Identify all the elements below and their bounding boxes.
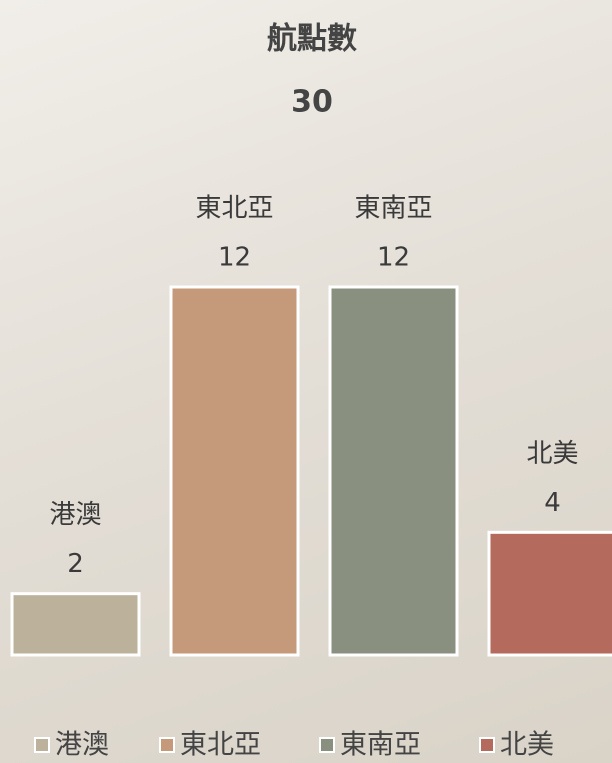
legend-label: 北美: [500, 730, 554, 761]
legend-swatch: [319, 737, 335, 753]
value-label: 12: [377, 243, 410, 273]
legend-label: 東南亞: [340, 730, 421, 761]
bar: [10, 592, 141, 657]
category-label: 東南亞: [354, 194, 432, 224]
chart-subtitle: 30: [291, 85, 333, 120]
value-label: 2: [67, 549, 84, 579]
chart-title: 航點數: [267, 22, 357, 57]
bar: [487, 530, 612, 657]
category-label: 北美: [526, 439, 578, 469]
bar: [328, 285, 459, 657]
legend-label: 東北亞: [180, 730, 261, 761]
legend-swatch: [159, 737, 175, 753]
value-label: 12: [218, 243, 251, 273]
bar: [169, 285, 300, 657]
category-label: 港澳: [49, 500, 101, 530]
legend-swatch: [34, 737, 50, 753]
legend-swatch: [479, 737, 495, 753]
value-label: 4: [544, 488, 561, 518]
legend-label: 港澳: [55, 730, 109, 761]
category-label: 東北亞: [195, 194, 273, 224]
